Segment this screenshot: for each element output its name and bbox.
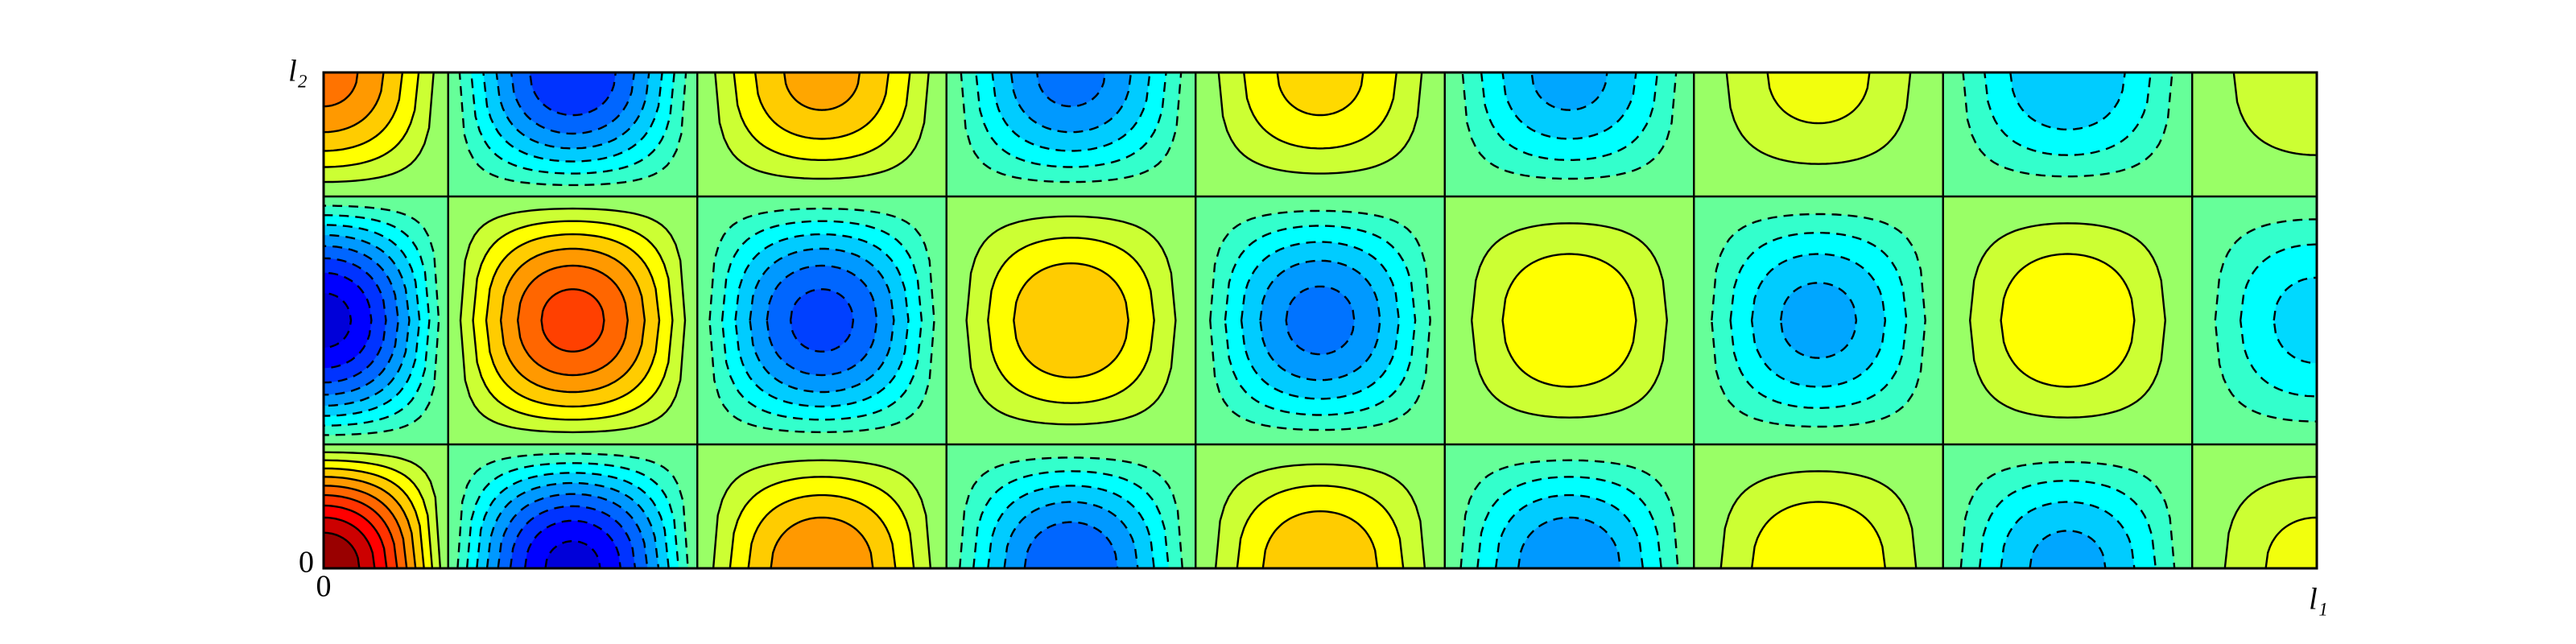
contour-level [2232,72,2317,156]
y-tick-label: 0 [299,546,314,580]
contour-level [2029,530,2107,568]
contour-level [1530,72,1608,111]
contour-level [1750,501,1887,568]
contour-level [1261,510,1379,568]
contour-level [1035,72,1107,108]
contour-level [544,540,601,568]
contour-level [324,292,353,349]
contour-level [770,516,874,568]
contour-level [1276,72,1364,117]
contour-level [1013,262,1129,379]
contour-level [2009,72,2126,131]
contour-level [1023,521,1119,568]
contour-level [2264,516,2317,568]
plot-frame [322,71,2318,570]
contour-level [789,288,855,353]
contour-level [2000,253,2136,388]
contour-level [1501,253,1637,388]
contour-level [1285,285,1356,356]
contour-level [528,72,617,117]
contour-level [1766,72,1871,125]
contour-level [2273,276,2317,365]
y-axis-label: l₂ [288,55,308,89]
contour-level [1779,282,1858,359]
contour-level [540,288,605,353]
contour-level [324,72,359,108]
contour-level [782,72,861,111]
contour-field [324,72,2317,568]
x-tick-label: 0 [316,570,332,604]
x-axis-label: l₁ [2309,583,2328,617]
contour-level [1517,516,1622,568]
contour-level [324,531,361,568]
